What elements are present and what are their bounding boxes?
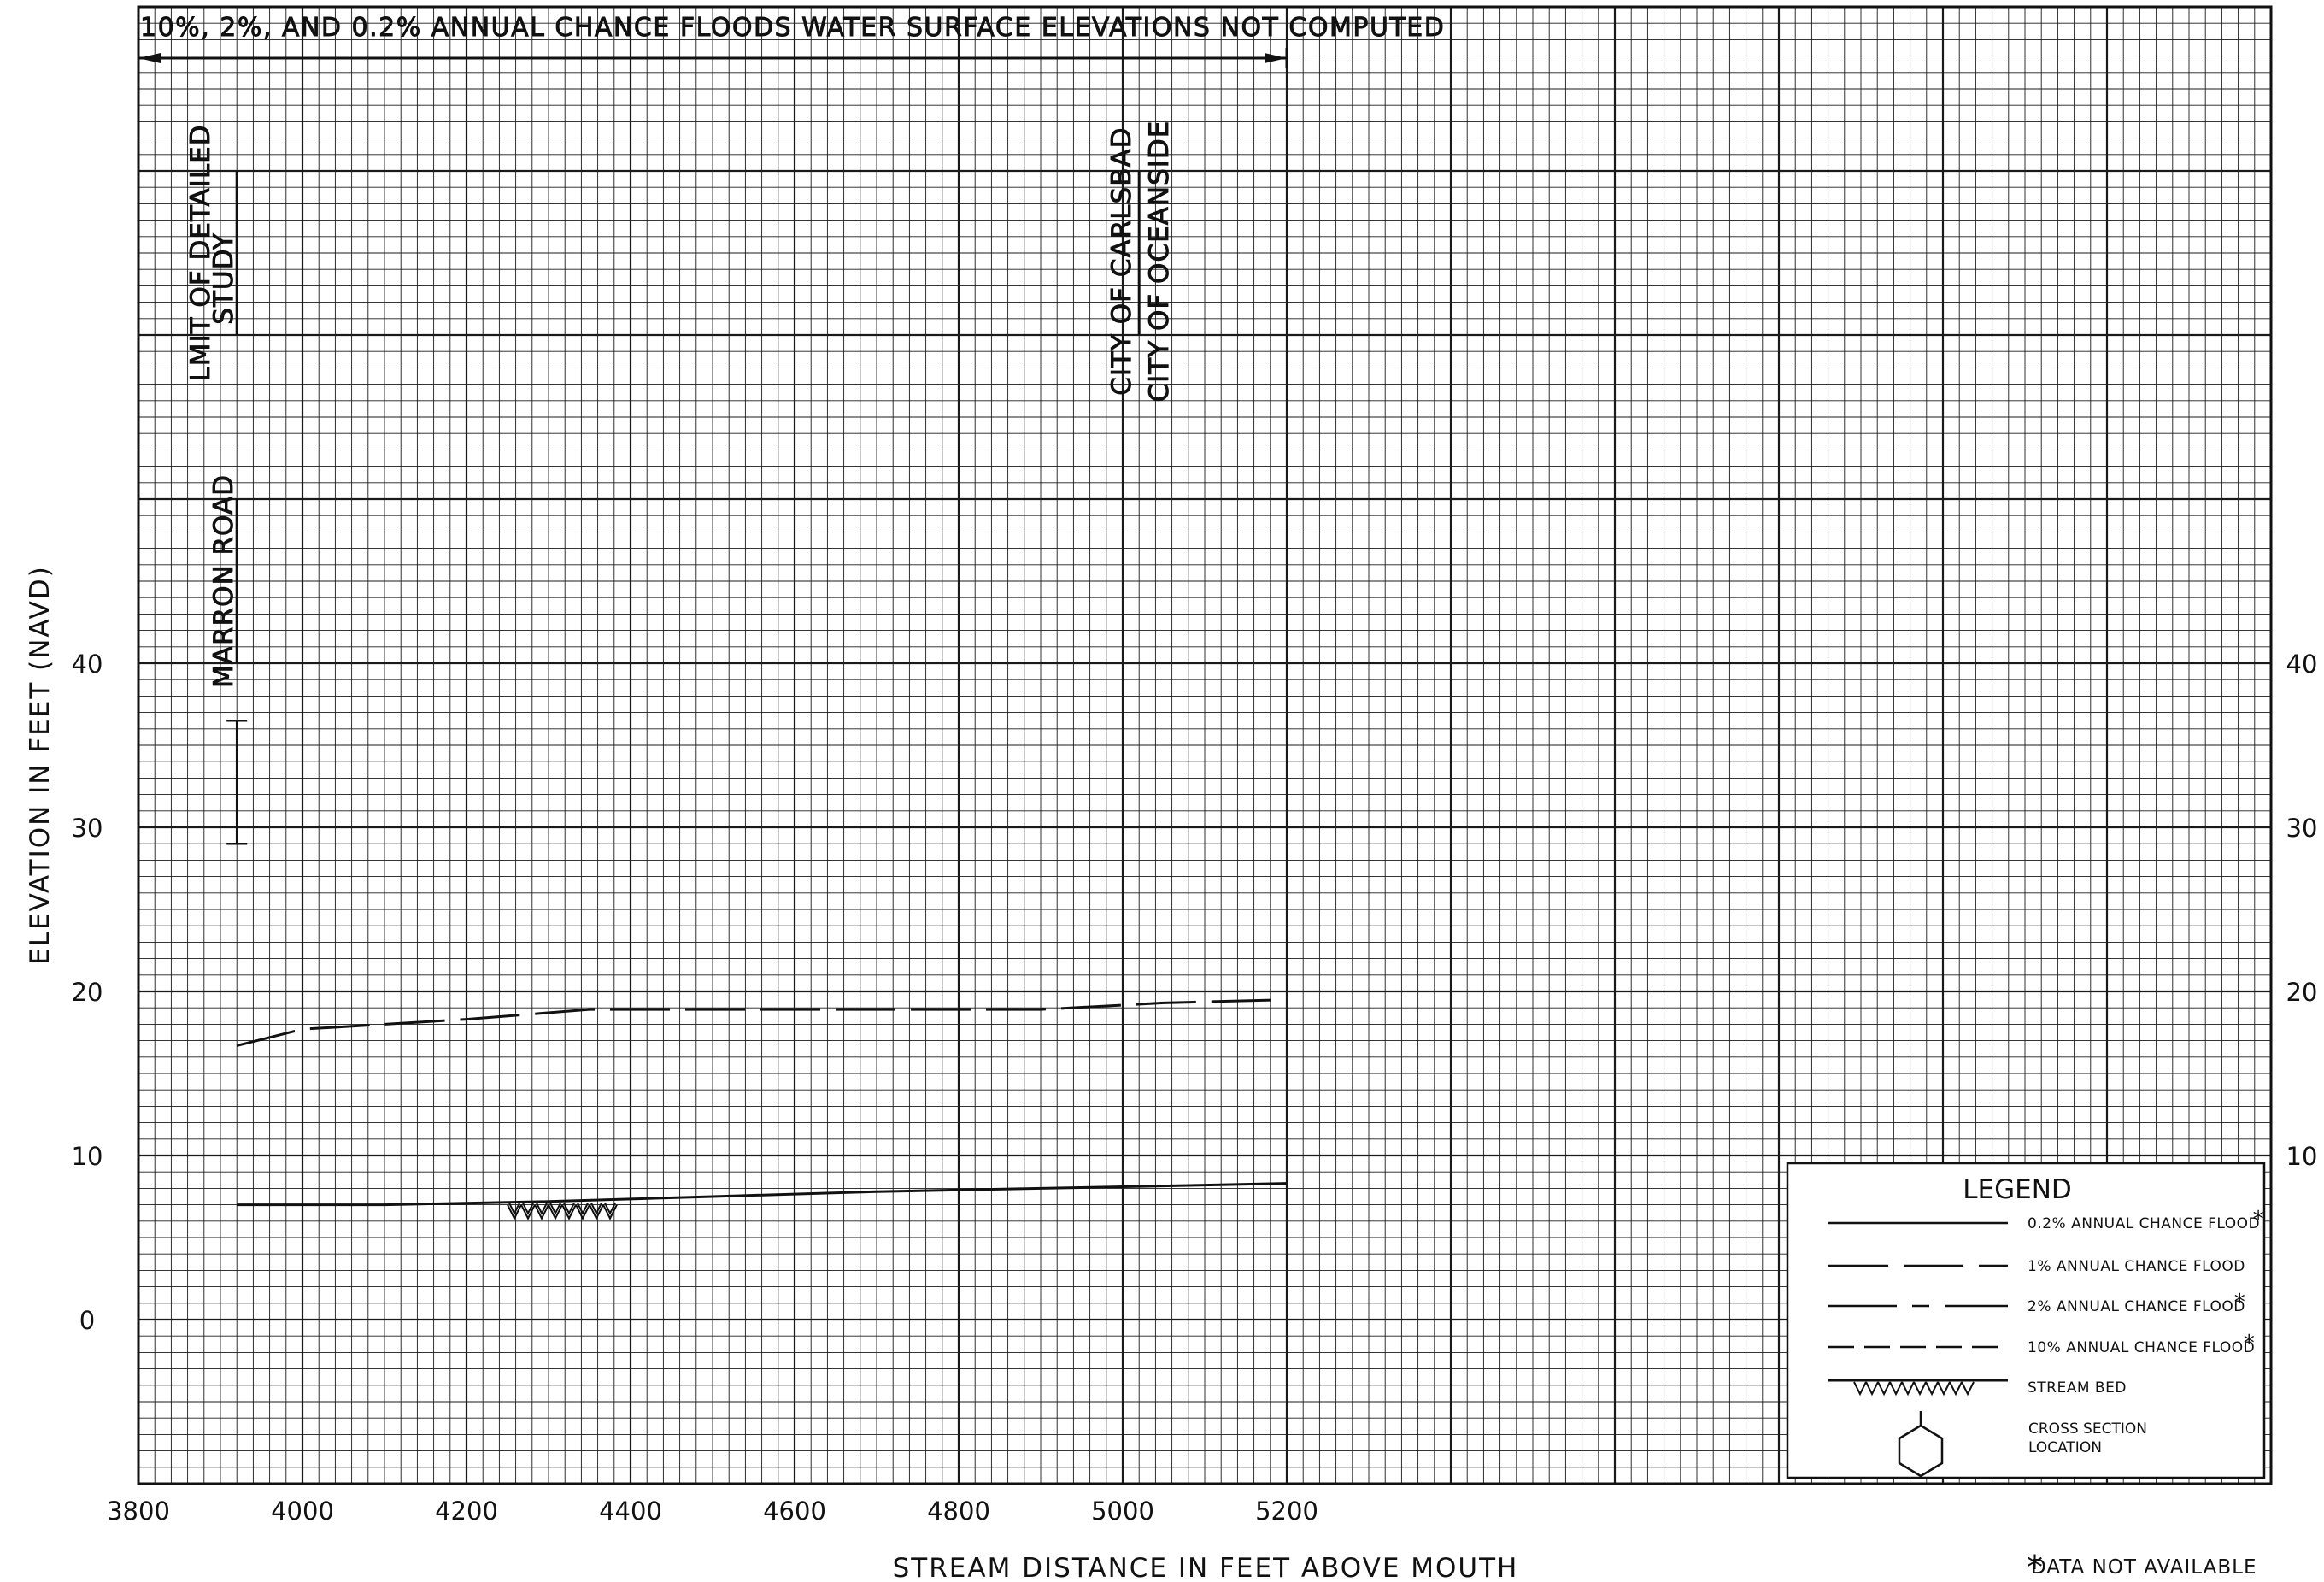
y-tick-label-right: 20: [2286, 978, 2318, 1007]
banner-text: 10%, 2%, AND 0.2% ANNUAL CHANCE FLOODS W…: [140, 13, 1445, 43]
arrow-left-icon: [138, 53, 161, 63]
series-line-1-percent-flood: [236, 998, 1288, 1047]
arrow-right-icon: [1265, 53, 1287, 63]
annotations: 10%, 2%, AND 0.2% ANNUAL CHANCE FLOODS W…: [137, 13, 1445, 845]
y-tick-label-left: 10: [72, 1142, 103, 1171]
x-tick-label: 4200: [435, 1497, 498, 1526]
city-right-label: CITY OF OCEANSIDE: [1144, 121, 1175, 403]
cross-section-label-2: LOCATION: [2028, 1439, 2102, 1456]
limit-of-study-label: LMIT OF DETAILED: [185, 124, 216, 381]
tick-labels: 3800 4000 4200 4400 4600 4800 5000 5200 0 10 20 30 4…: [72, 650, 2318, 1526]
series-lines: [236, 998, 1288, 1220]
legend-label: 1% ANNUAL CHANCE FLOOD: [2028, 1258, 2245, 1275]
footnote-asterisk: *: [2027, 1549, 2043, 1582]
y-tick-label-right: 40: [2286, 650, 2318, 679]
y-axis-title: ELEVATION IN FEET (NAVD): [25, 565, 56, 965]
cross-section-hexagon-icon: [1898, 1411, 1944, 1478]
y-tick-label-left: 30: [72, 814, 103, 843]
x-tick-label: 4800: [927, 1497, 990, 1526]
footnote: DATA NOT AVAILABLE: [2031, 1556, 2257, 1579]
stream-bed: [507, 1203, 618, 1220]
x-tick-label: 4400: [599, 1497, 662, 1526]
cross-section-label: CROSS SECTION: [2028, 1420, 2147, 1438]
legend-items: 0.2% ANNUAL CHANCE FLOOD*1% ANNUAL CHANC…: [1828, 1207, 2264, 1397]
legend-asterisk: *: [2253, 1207, 2264, 1232]
legend-label: 10% ANNUAL CHANCE FLOOD: [2028, 1339, 2255, 1356]
y-tick-label-left: 40: [72, 650, 103, 679]
city-left-label: CITY OF CARLSBAD: [1106, 126, 1137, 395]
legend-swatch: [1853, 1381, 1975, 1397]
y-tick-label-left: 0: [79, 1306, 95, 1335]
x-tick-label: 4000: [271, 1497, 334, 1526]
y-tick-label-right: 10: [2286, 1142, 2318, 1171]
plot-frame: [137, 5, 2273, 1485]
limit-of-study-label-2: STUDY: [208, 232, 239, 324]
legend-label: 0.2% ANNUAL CHANCE FLOOD: [2028, 1215, 2260, 1232]
legend-asterisk: *: [2234, 1290, 2245, 1315]
legend: LEGEND 0.2% ANNUAL CHANCE FLOOD*1% ANNUA…: [1786, 1162, 2266, 1479]
legend-title: LEGEND: [1963, 1174, 2072, 1205]
y-tick-label-left: 20: [72, 978, 103, 1007]
series-line-0-2-percent-flood: [237, 1182, 1288, 1207]
x-tick-label: 5200: [1255, 1497, 1318, 1526]
legend-label: STREAM BED: [2028, 1379, 2127, 1397]
y-tick-label-right: 30: [2286, 814, 2318, 843]
x-tick-label: 3800: [107, 1497, 170, 1526]
legend-label: 2% ANNUAL CHANCE FLOOD: [2028, 1298, 2245, 1315]
x-tick-label: 5000: [1091, 1497, 1154, 1526]
road-label: MARRON ROAD: [208, 474, 239, 688]
legend-asterisk: *: [2244, 1331, 2255, 1356]
x-axis-title: STREAM DISTANCE IN FEET ABOVE MOUTH: [893, 1553, 1519, 1582]
x-tick-label: 4600: [763, 1497, 826, 1526]
